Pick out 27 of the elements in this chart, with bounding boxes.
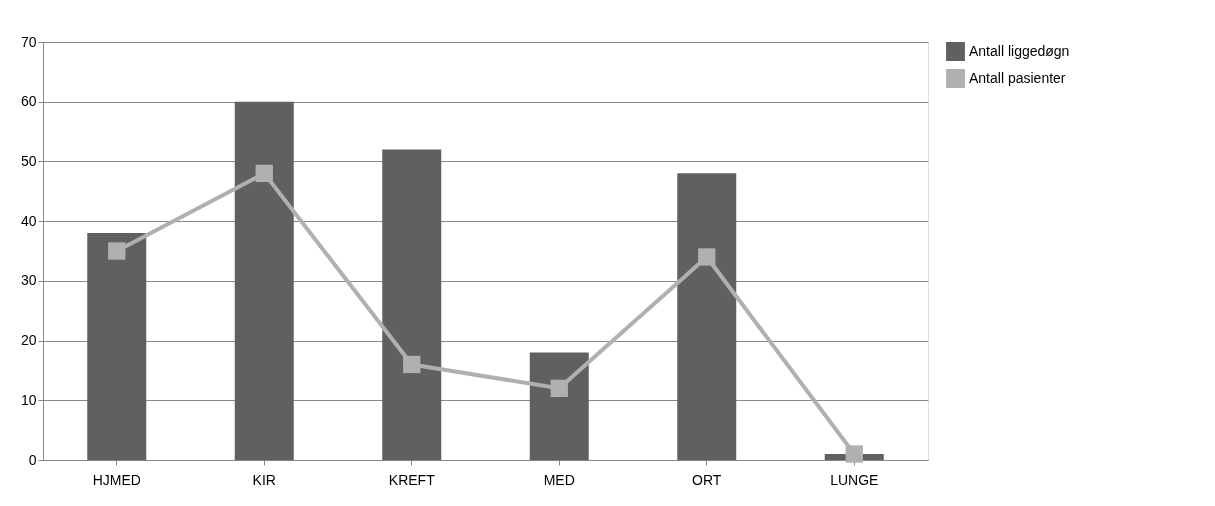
y-tick-label: 70 <box>20 33 37 50</box>
bar <box>234 101 294 460</box>
point <box>403 355 421 374</box>
x-tick-label: LUNGE <box>830 471 879 488</box>
legend-label: Antall liggedøgn <box>969 42 1070 59</box>
point <box>255 164 273 183</box>
bar <box>382 149 442 460</box>
x-tick-label: KREFT <box>388 471 436 488</box>
y-tick-label: 50 <box>20 152 37 169</box>
x-tick-label: ORT <box>692 471 722 488</box>
point <box>698 248 716 266</box>
point <box>108 242 126 260</box>
y-tick-label: 10 <box>20 391 37 408</box>
y-tick-label: 20 <box>20 332 37 349</box>
y-tick-label: 0 <box>28 451 37 468</box>
y-tick-label: 60 <box>20 93 37 110</box>
bar <box>87 233 147 460</box>
point <box>845 445 863 463</box>
x-tick-label: HJMED <box>92 471 141 488</box>
bar <box>677 173 737 460</box>
bar <box>529 352 589 460</box>
x-tick-label: MED <box>543 471 575 488</box>
legend-label: Antall pasienter <box>969 69 1066 86</box>
x-tick-label: KIR <box>252 471 276 488</box>
y-tick-label: 30 <box>20 272 37 289</box>
point <box>550 379 568 397</box>
y-tick-label: 40 <box>20 212 37 229</box>
